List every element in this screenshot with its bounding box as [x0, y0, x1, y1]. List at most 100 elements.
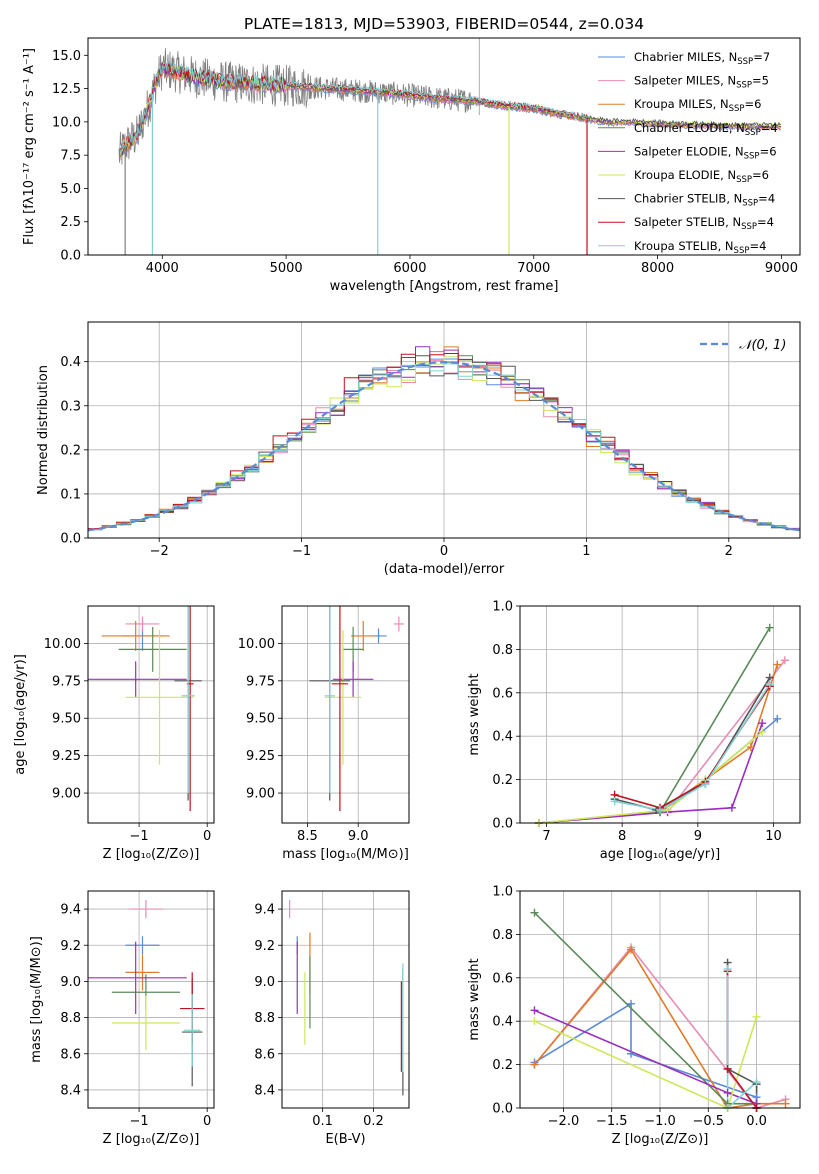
x-axis-label: (data-model)/error	[384, 562, 505, 577]
chart-title: PLATE=1813, MJD=53903, FIBERID=0544, z=0…	[244, 15, 644, 33]
y-tick-label: 12.5	[52, 82, 81, 97]
y-axis-label: mass weight	[467, 958, 482, 1040]
x-tick-label: −1	[129, 1114, 148, 1129]
data-point-marker	[723, 965, 732, 974]
y-axis-label: age [log₁₀(age/yr)]	[13, 654, 28, 775]
model-spectrum-line	[119, 60, 589, 154]
y-axis-label: Flux [fλ10⁻¹⁷ erg cm⁻² s⁻¹ A⁻¹]	[22, 48, 37, 245]
y-tick-label: 9.25	[52, 749, 81, 764]
data-point-marker	[530, 908, 539, 917]
y-tick-label: 10.00	[238, 637, 275, 652]
data-point-marker	[758, 727, 767, 736]
x-tick-label: 9000	[765, 261, 798, 276]
data-point-marker	[627, 1049, 636, 1058]
y-tick-label: 9.0	[254, 975, 275, 990]
data-point-marker	[727, 803, 736, 812]
data-point-marker	[773, 714, 782, 723]
y-tick-label: 0.1	[60, 487, 81, 502]
x-tick-label: 0.2	[363, 1114, 384, 1129]
y-tick-label: 10.0	[52, 115, 81, 130]
x-tick-label: 1	[582, 544, 590, 559]
legend-entry: Chabrier MILES, NSSP=7	[634, 50, 770, 67]
x-tick-label: 0	[440, 544, 448, 559]
x-axis-label: Z [log₁₀(Z/Z⊙)]	[103, 847, 200, 862]
y-tick-label: 0.0	[492, 1102, 513, 1117]
mass-weight-line	[726, 971, 758, 1108]
y-tick-label: 0.3	[60, 399, 81, 414]
data-point-marker	[656, 805, 664, 814]
age-vs-metallicity-panel: −1 0 9.00 9.25 9.50 9.75 10.00 Z [log₁₀(Z/Z⊙)] a…	[13, 605, 215, 862]
x-tick-label: 10	[765, 829, 782, 844]
y-tick-label: 0.6	[492, 686, 513, 701]
y-tick-label: 2.5	[60, 215, 81, 230]
data-point-marker	[627, 945, 636, 954]
legend-entry: Chabrier STELIB, NSSP=4	[634, 192, 775, 209]
y-tick-label: 9.00	[246, 787, 275, 802]
x-tick-label: −2.0	[548, 1114, 580, 1129]
mass-weight-line	[533, 948, 786, 1108]
plot-frame	[519, 605, 801, 824]
age-vs-mass-panel: 8.5 9.0 9.00 9.25 9.50 9.75 10.00 mass [log₁₀(M…	[238, 605, 410, 862]
y-tick-label: 0.8	[492, 643, 513, 658]
plot-frame	[281, 890, 410, 1109]
y-tick-label: 9.4	[254, 903, 275, 918]
legend-entry: Salpeter MILES, NSSP=5	[634, 74, 769, 91]
mass-weight-line	[538, 664, 779, 823]
x-axis-label: Z [log₁₀(Z/Z⊙)]	[612, 1132, 709, 1147]
mass-weight-line	[533, 912, 757, 1105]
x-tick-label: 9	[694, 829, 702, 844]
legend-entry: Kroupa MILES, NSSP=6	[634, 97, 761, 114]
mass-vs-ebv-panel: 0.1 0.2 8.4 8.6 8.8 9.0 9.2 9.4 E(B-V)	[254, 890, 410, 1147]
mass-weight-line	[726, 969, 758, 1108]
data-point-marker	[723, 1088, 732, 1097]
x-tick-label: 4000	[146, 261, 179, 276]
data-point-marker	[530, 1060, 539, 1069]
x-tick-label: −1.0	[644, 1114, 676, 1129]
legend-entry: Salpeter STELIB, NSSP=4	[634, 215, 774, 232]
mass-weight-line	[538, 722, 763, 823]
y-tick-label: 0.0	[60, 249, 81, 264]
data-point-marker	[627, 999, 636, 1008]
x-axis-label: E(B-V)	[325, 1132, 365, 1147]
x-tick-label: 8000	[641, 261, 674, 276]
mass-weight-line	[534, 1016, 758, 1108]
y-tick-label: 0.6	[492, 971, 513, 986]
y-tick-label: 9.2	[254, 939, 275, 954]
y-axis-label: mass weight	[467, 673, 482, 755]
x-tick-label: 5000	[270, 261, 303, 276]
observed-spectrum-line	[118, 48, 586, 165]
data-point-marker	[752, 1077, 761, 1086]
data-point-marker	[773, 660, 782, 669]
y-tick-label: 9.00	[52, 787, 81, 802]
x-axis-label: wavelength [Angstrom, rest frame]	[330, 279, 559, 294]
y-tick-label: 8.8	[254, 1011, 275, 1026]
spectrum-lines	[118, 38, 782, 255]
plot-frame	[87, 321, 801, 539]
data-point-marker	[723, 1064, 732, 1073]
plot-frame	[281, 605, 410, 824]
plot-frame	[87, 890, 215, 1109]
x-tick-label: −1	[129, 829, 148, 844]
x-tick-label: 8.5	[297, 829, 318, 844]
y-tick-label: 8.6	[60, 1047, 81, 1062]
y-tick-label: 0.4	[492, 730, 513, 745]
y-tick-label: 7.5	[60, 149, 81, 164]
y-tick-label: 9.4	[60, 903, 81, 918]
x-tick-label: −0.5	[692, 1114, 724, 1129]
x-tick-label: 7000	[517, 261, 550, 276]
x-tick-label: 0.0	[746, 1114, 767, 1129]
residual-histogram	[88, 355, 800, 538]
y-tick-label: 0.0	[492, 817, 513, 832]
mass-weight-line	[538, 659, 786, 823]
data-point-marker	[765, 680, 774, 689]
y-tick-label: 1.0	[492, 600, 513, 615]
y-axis-label: mass [log₁₀(M/M⊙)]	[29, 936, 44, 1063]
y-tick-label: 0.2	[492, 1058, 513, 1073]
plot-frame	[519, 890, 801, 1109]
data-point-marker	[663, 805, 672, 814]
y-tick-label: 0.0	[60, 532, 81, 547]
data-point-marker	[781, 1099, 790, 1108]
y-tick-label: 8.6	[254, 1047, 275, 1062]
x-tick-label: −1	[292, 544, 311, 559]
